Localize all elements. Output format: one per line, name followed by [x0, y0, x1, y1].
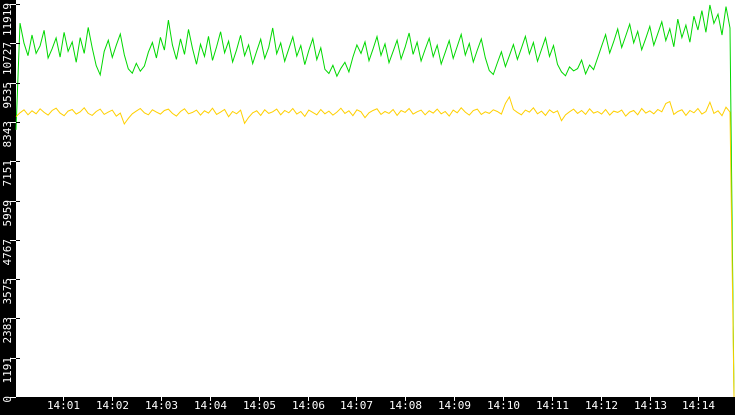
x-tick-label: 14:01 — [46, 399, 81, 412]
y-tick-label: 4767 — [1, 239, 14, 266]
x-tick-label: 14:03 — [144, 399, 179, 412]
y-tick-label: 8343 — [1, 121, 14, 148]
x-tick-label: 14:12 — [584, 399, 619, 412]
y-tick-label: 1191 — [1, 357, 14, 384]
y-tick-label: 10727 — [1, 42, 14, 76]
green-series — [15, 4, 735, 398]
y-tick-label: 9535 — [1, 82, 14, 109]
x-tick-label: 14:11 — [535, 399, 570, 412]
y-tick-label: 11919 — [1, 3, 14, 37]
x-tick-label: 14:13 — [633, 399, 668, 412]
x-tick-label: 14:05 — [242, 399, 277, 412]
y-tick-label: 3575 — [1, 278, 14, 305]
x-tick-label: 14:09 — [437, 399, 472, 412]
x-tick-label: 14:08 — [388, 399, 423, 412]
yellow-series — [15, 95, 735, 398]
plot-area — [16, 0, 735, 397]
x-tick-label: 14:04 — [193, 399, 228, 412]
x-tick-label: 14:02 — [95, 399, 130, 412]
x-tick-label: 14:10 — [486, 399, 521, 412]
x-tick-label: 14:06 — [291, 399, 326, 412]
y-tick-label: 2383 — [1, 317, 14, 344]
y-tick-label: 5959 — [1, 200, 14, 227]
x-tick-label: 14:14 — [681, 399, 716, 412]
x-tick-label: 14:07 — [339, 399, 374, 412]
y-tick-label: 7151 — [1, 160, 14, 187]
y-tick-label: 0 — [1, 396, 14, 403]
